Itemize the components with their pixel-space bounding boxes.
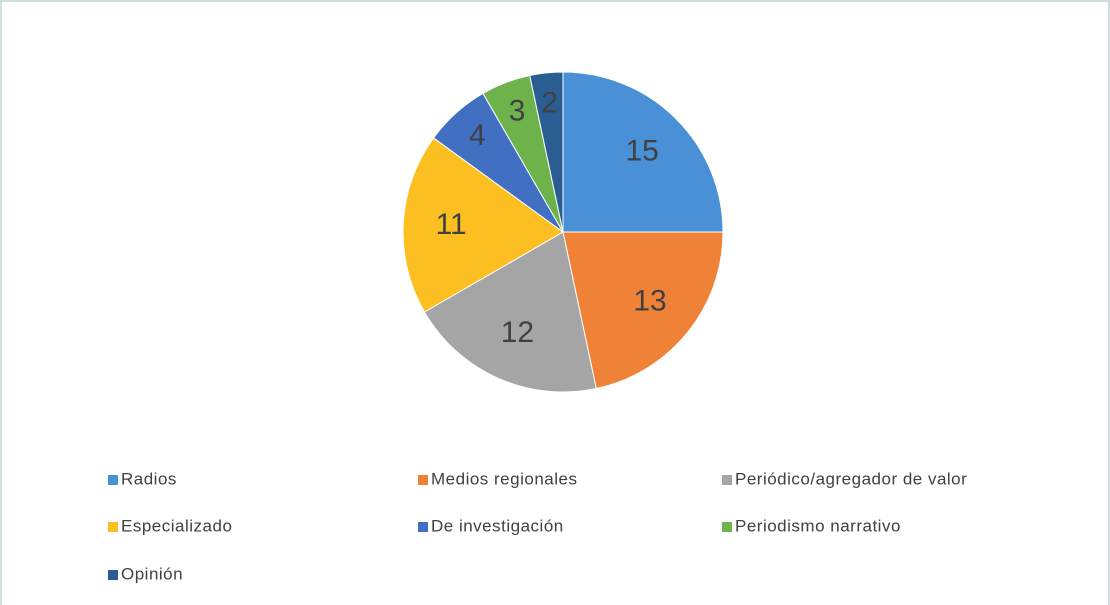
legend-swatch	[108, 570, 118, 580]
legend-swatch	[108, 475, 118, 485]
legend-swatch	[722, 522, 732, 532]
legend-swatch	[722, 475, 732, 485]
data-label: 12	[501, 316, 534, 349]
data-label: 15	[626, 135, 659, 168]
pie-slice	[529, 71, 564, 233]
legend-label: Periodismo narrativo	[735, 516, 901, 535]
legend-label: De investigación	[431, 516, 564, 535]
data-label: 13	[633, 284, 666, 317]
legend-label: Periódico/agregador de valor	[735, 469, 967, 488]
pie-slice	[423, 231, 597, 393]
data-label: 2	[541, 87, 558, 120]
data-label: 11	[436, 208, 467, 241]
legend-label: Especializado	[121, 516, 232, 535]
legend-label: Radios	[121, 469, 177, 488]
pie-slice	[562, 71, 724, 233]
legend-swatch	[418, 475, 428, 485]
pie-slice	[402, 137, 564, 313]
legend-swatch	[108, 522, 118, 532]
legend-label: Opinión	[121, 564, 183, 583]
pie-slice	[562, 231, 724, 390]
legend-swatch	[418, 522, 428, 532]
data-label: 3	[509, 94, 526, 127]
legend-label: Medios regionales	[431, 469, 577, 488]
data-label: 4	[469, 119, 486, 152]
